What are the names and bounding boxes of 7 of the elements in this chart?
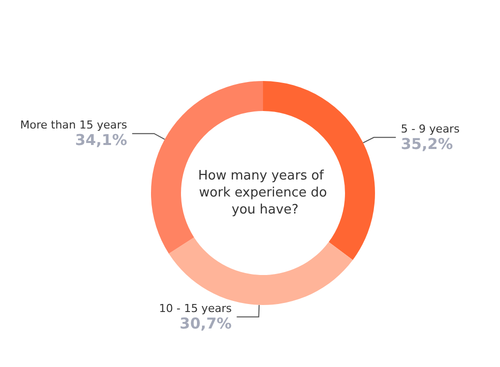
- data-label: 30,7%: [180, 314, 232, 332]
- slice-label: 5 - 9 years: [400, 122, 460, 136]
- data-label: 35,2%: [400, 134, 453, 153]
- text: How many years of work experience do you have?: [198, 168, 328, 218]
- slice-label: More than 15 years: [20, 118, 128, 132]
- data-label: 34,1%: [75, 131, 128, 150]
- slice-label: 10 - 15 years: [158, 302, 232, 315]
